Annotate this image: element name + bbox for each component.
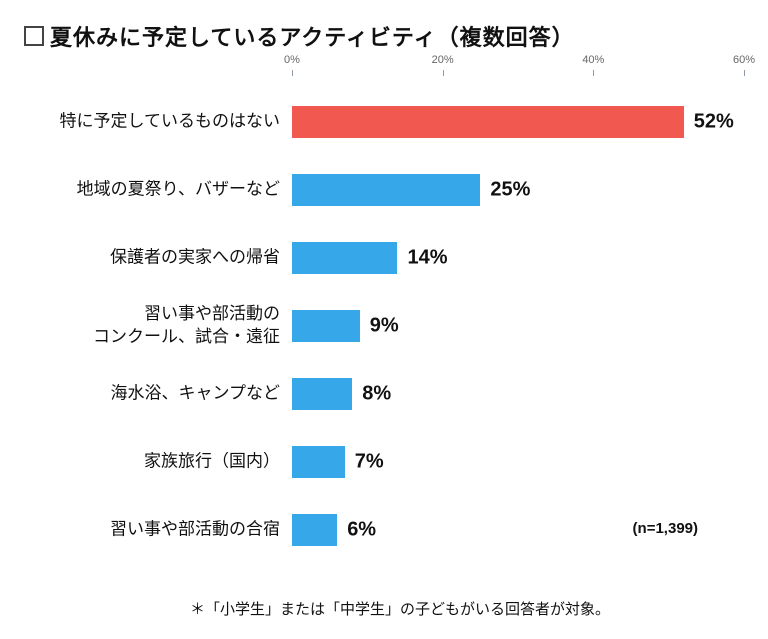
bar <box>292 310 360 342</box>
bar-label-line: 地域の夏祭り、バザーなど <box>20 179 280 202</box>
axis-tick-label: 40% <box>582 54 604 66</box>
bar-row: 海水浴、キャンプなど8% <box>292 360 744 428</box>
footnote: ＊「小学生」または「中学生」の子どもがいる回答者が対象。 <box>190 598 610 619</box>
bar-label-line: 特に予定しているものはない <box>20 111 280 134</box>
bar-row: 家族旅行（国内）7% <box>292 428 744 496</box>
bar-label-line: 習い事や部活動の合宿 <box>20 519 280 542</box>
axis-tick-label: 20% <box>432 54 454 66</box>
bars-container: 特に予定しているものはない52%地域の夏祭り、バザーなど25%保護者の実家への帰… <box>292 88 744 564</box>
axis-tick-mark <box>292 70 293 76</box>
axis-tick-mark <box>443 70 444 76</box>
bar-label: 家族旅行（国内） <box>20 451 280 474</box>
bar-value: 9% <box>370 315 399 338</box>
bar-value: 25% <box>490 179 530 202</box>
plot-area: 0%20%40%60% 特に予定しているものはない52%地域の夏祭り、バザーなど… <box>292 58 744 578</box>
bar <box>292 174 480 206</box>
bar-value: 6% <box>347 519 376 542</box>
axis-tick-mark <box>593 70 594 76</box>
chart-title: 夏休みに予定しているアクティビティ（複数回答） <box>50 20 575 52</box>
title-row: 夏休みに予定しているアクティビティ（複数回答） <box>24 20 744 52</box>
bar-label: 習い事や部活動の合宿 <box>20 519 280 542</box>
chart-area: 0%20%40%60% 特に予定しているものはない52%地域の夏祭り、バザーなど… <box>24 58 744 578</box>
bar-row: 地域の夏祭り、バザーなど25% <box>292 156 744 224</box>
bar-label-line: 習い事や部活動の <box>20 303 280 326</box>
bar-value: 7% <box>355 451 384 474</box>
bar <box>292 514 337 546</box>
bar <box>292 242 397 274</box>
bar <box>292 106 684 138</box>
x-axis: 0%20%40%60% <box>292 58 744 74</box>
axis-tick-label: 60% <box>733 54 755 66</box>
bar-label: 海水浴、キャンプなど <box>20 383 280 406</box>
chart-card: 夏休みに予定しているアクティビティ（複数回答） 0%20%40%60% 特に予定… <box>0 0 768 639</box>
bar-label: 地域の夏祭り、バザーなど <box>20 179 280 202</box>
bar-value: 14% <box>407 247 447 270</box>
bar-row: 習い事や部活動のコンクール、試合・遠征9% <box>292 292 744 360</box>
bar-value: 52% <box>694 111 734 134</box>
bar-value: 8% <box>362 383 391 406</box>
axis-tick-label: 0% <box>284 54 300 66</box>
bar-label-line: 保護者の実家への帰省 <box>20 247 280 270</box>
bar-label: 特に予定しているものはない <box>20 111 280 134</box>
bullet-square-icon <box>24 26 44 46</box>
bar-label: 保護者の実家への帰省 <box>20 247 280 270</box>
bar-label: 習い事や部活動のコンクール、試合・遠征 <box>20 303 280 349</box>
bar-row: 特に予定しているものはない52% <box>292 88 744 156</box>
axis-tick-mark <box>744 70 745 76</box>
bar-label-line: 海水浴、キャンプなど <box>20 383 280 406</box>
bar <box>292 378 352 410</box>
bar-label-line: 家族旅行（国内） <box>20 451 280 474</box>
bar-label-line: コンクール、試合・遠征 <box>20 326 280 349</box>
sample-size-note: (n=1,399) <box>633 520 698 537</box>
bar <box>292 446 345 478</box>
bar-row: 保護者の実家への帰省14% <box>292 224 744 292</box>
